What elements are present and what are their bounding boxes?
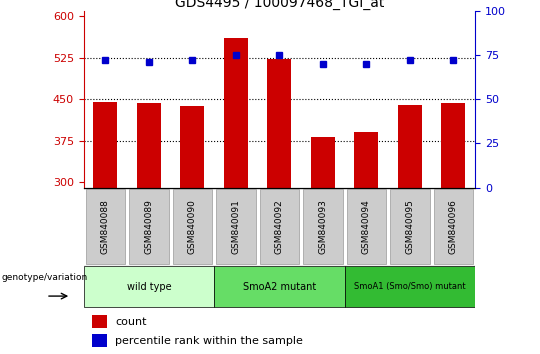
Bar [442,103,465,188]
Bar [180,106,205,188]
Bar [354,132,379,188]
Text: GSM840093: GSM840093 [319,199,327,254]
Bar [214,266,345,307]
Text: GSM840089: GSM840089 [145,199,153,254]
Bar [434,189,473,264]
Text: GSM840095: GSM840095 [406,199,415,254]
Bar [267,59,292,188]
Bar [92,315,107,328]
Text: SmoA2 mutant: SmoA2 mutant [243,282,316,292]
Text: GSM840096: GSM840096 [449,199,458,254]
Bar [93,102,117,188]
Text: GSM840091: GSM840091 [232,199,240,254]
Bar [137,103,161,188]
Bar [92,334,107,347]
Bar [84,266,214,307]
Bar [311,137,335,188]
Bar [390,189,429,264]
Bar [224,38,248,188]
Text: GSM840090: GSM840090 [188,199,197,254]
Bar [347,189,386,264]
Bar [217,189,255,264]
Bar [398,105,422,188]
Text: wild type: wild type [127,282,171,292]
Text: GSM840088: GSM840088 [101,199,110,254]
Bar [345,266,475,307]
Text: SmoA1 (Smo/Smo) mutant: SmoA1 (Smo/Smo) mutant [354,282,466,291]
Bar [173,189,212,264]
Bar [130,189,168,264]
Bar [260,189,299,264]
Text: GSM840094: GSM840094 [362,199,371,254]
Title: GDS4495 / 100097468_TGI_at: GDS4495 / 100097468_TGI_at [175,0,384,10]
Bar [303,189,342,264]
Bar [86,189,125,264]
Text: count: count [115,317,146,327]
Text: percentile rank within the sample: percentile rank within the sample [115,336,303,346]
Text: genotype/variation: genotype/variation [2,273,88,282]
Text: GSM840092: GSM840092 [275,199,284,254]
